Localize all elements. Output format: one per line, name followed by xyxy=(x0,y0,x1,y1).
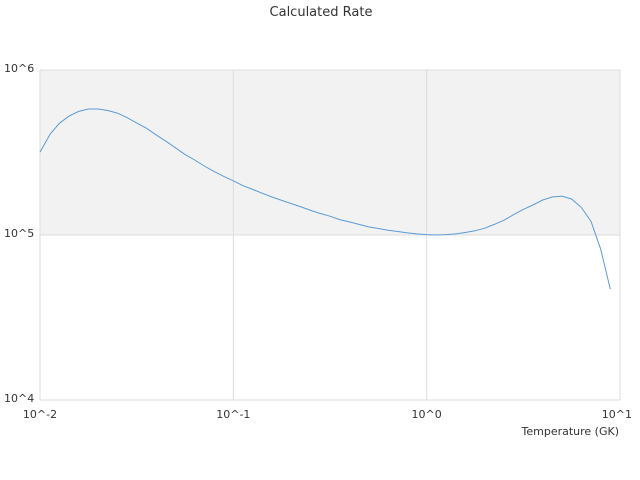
x-axis-ticks: 10^-2 10^-1 10^0 10^1 xyxy=(23,408,632,421)
series-lines xyxy=(39,108,611,290)
chart-title: Calculated Rate xyxy=(270,5,373,20)
plot-band xyxy=(40,70,620,235)
y-axis-ticks: 10^4 10^5 10^6 xyxy=(4,62,34,405)
y-tick-label: 10^5 xyxy=(4,227,34,240)
x-tick-label: 10^0 xyxy=(412,408,442,421)
x-axis-label: Temperature (GK) xyxy=(521,425,620,438)
x-tick-label: 10^-2 xyxy=(23,408,57,421)
series-line xyxy=(39,108,611,290)
x-tick-label: 10^-1 xyxy=(216,408,250,421)
y-tick-label: 10^6 xyxy=(4,62,34,75)
y-tick-label: 10^4 xyxy=(4,392,34,405)
x-tick-label: 10^1 xyxy=(602,408,632,421)
